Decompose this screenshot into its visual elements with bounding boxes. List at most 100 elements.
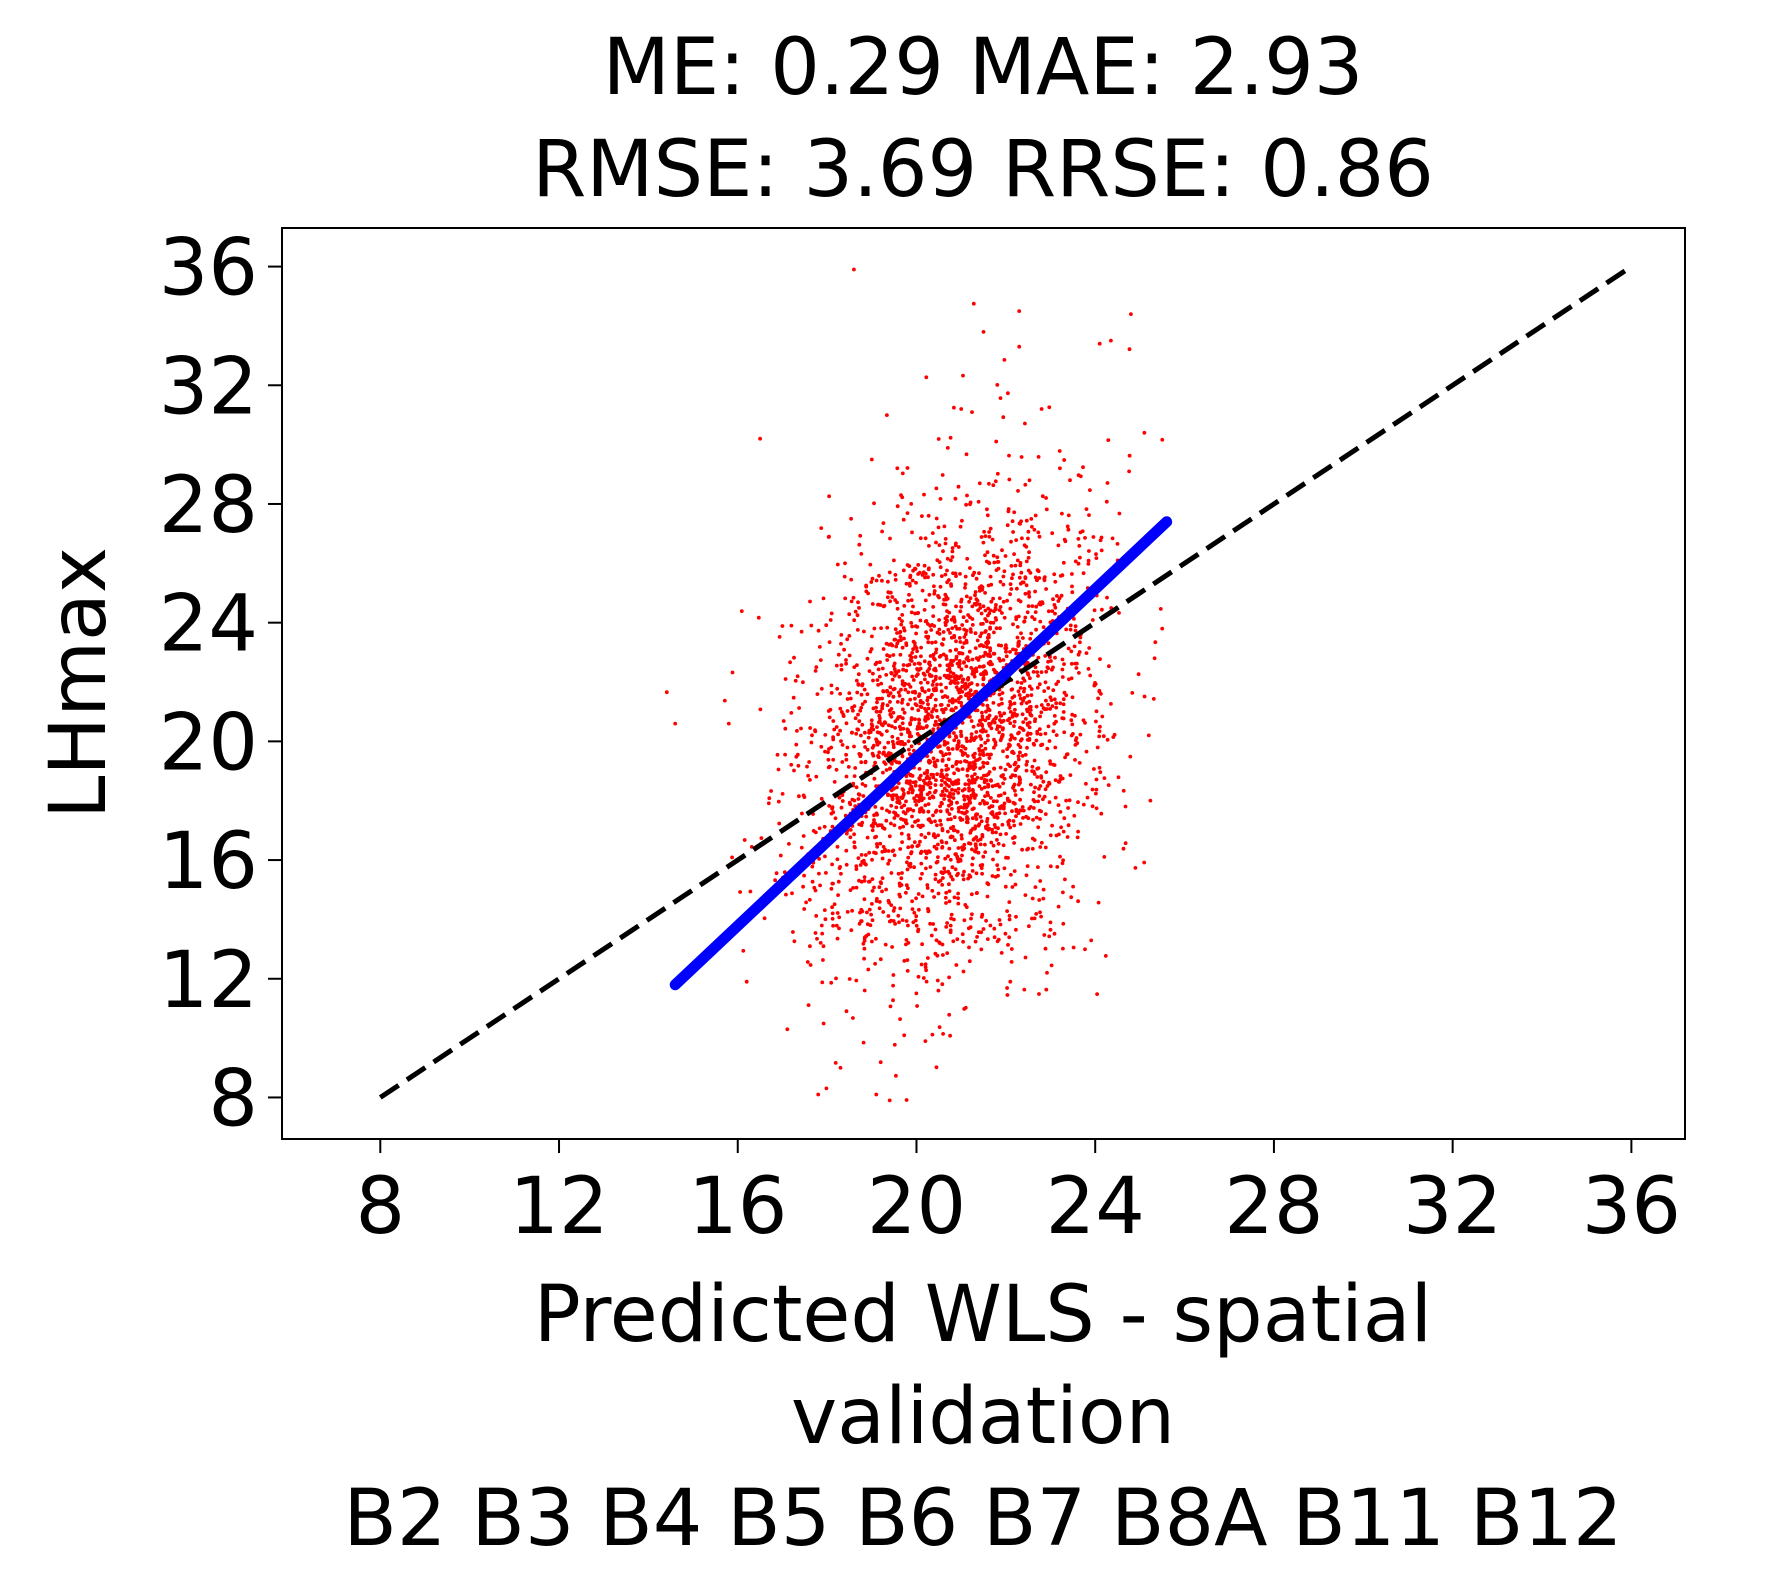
scatter-point [910,907,915,911]
scatter-point [865,656,870,661]
scatter-point [942,742,947,747]
scatter-point [897,760,901,765]
scatter-point [775,752,780,757]
scatter-point [1039,774,1043,778]
scatter-point [1013,793,1018,797]
scatter-point [1029,517,1034,521]
scatter-point [951,659,956,663]
scatter-point [940,845,945,849]
scatter-point [1094,709,1099,714]
scatter-point [935,978,940,983]
scatter-point [1048,833,1053,838]
scatter-point [852,832,856,837]
scatter-point [937,654,942,659]
scatter-point [973,824,978,829]
scatter-point [961,373,965,378]
scatter-point [832,727,837,732]
scatter-point [925,724,929,728]
scatter-point [856,856,861,860]
scatter-point [881,770,885,775]
scatter-point [801,884,805,889]
scatter-point [1004,855,1008,860]
scatter-point [827,494,831,499]
scatter-point [978,752,982,757]
scatter-point [921,976,926,980]
scatter-point [1032,617,1037,622]
scatter-point [973,590,978,594]
scatter-point [845,745,850,750]
scatter-point [1072,617,1076,621]
scatter-point [840,743,845,747]
scatter-point [886,914,891,918]
scatter-point [789,711,794,715]
scatter-point [1133,866,1138,870]
scatter-point [870,902,874,906]
scatter-point [837,915,842,920]
scatter-point [1020,754,1025,758]
scatter-point [1024,544,1029,549]
scatter-point [927,592,932,597]
chart-title-line-1: ME: 0.29 MAE: 2.93 [603,23,1364,113]
scatter-point [856,712,860,717]
scatter-point [901,707,905,712]
scatter-point [933,872,938,877]
scatter-point [885,625,890,630]
scatter-point [946,746,950,750]
scatter-point [916,708,921,713]
x-tick-label: 36 [1582,1162,1681,1252]
scatter-point [1062,458,1067,462]
scatter-point [890,724,894,729]
scatter-point [857,792,862,797]
scatter-point [1142,694,1147,699]
scatter-point [887,1098,892,1103]
scatter-point [805,764,809,769]
scatter-point [818,883,822,888]
scatter-point [997,596,1002,601]
scatter-point [1146,733,1151,738]
scatter-point [862,956,866,961]
scatter-point [1058,466,1062,471]
scatter-point [973,631,978,636]
scatter-point [783,726,788,731]
scatter-point [948,930,953,935]
scatter-point [855,628,860,632]
scatter-point [927,666,932,671]
scatter-point [1004,654,1009,659]
scatter-point [957,661,962,666]
scatter-point [976,723,981,727]
scatter-point [886,849,891,853]
scatter-point [1041,779,1046,784]
scatter-point [948,670,953,674]
scatter-point [799,726,803,731]
scatter-point [978,655,983,659]
scatter-point [940,982,945,987]
scatter-point [940,840,944,845]
scatter-point [797,706,801,710]
scatter-point [904,799,908,804]
scatter-point [1076,561,1081,566]
scatter-point [849,577,854,582]
scatter-point [870,918,875,923]
scatter-point [851,886,855,890]
scatter-point [992,560,997,565]
scatter-point [995,727,999,731]
scatter-point [921,796,926,801]
scatter-point [971,826,975,831]
scatter-point [939,822,943,827]
scatter-point [874,660,879,665]
scatter-point [990,874,995,878]
scatter-point [933,810,938,814]
scatter-point [992,609,996,614]
scatter-point [1016,757,1021,762]
scatter-point [1020,712,1025,717]
scatter-point [962,641,967,645]
scatter-point [1084,651,1089,655]
scatter-point [1078,640,1082,645]
scatter-point [769,789,773,793]
scatter-point [962,802,967,807]
scatter-point [979,535,984,539]
scatter-point [1026,604,1031,608]
scatter-point [970,672,975,676]
scatter-point [898,1017,902,1021]
scatter-point [951,571,955,576]
